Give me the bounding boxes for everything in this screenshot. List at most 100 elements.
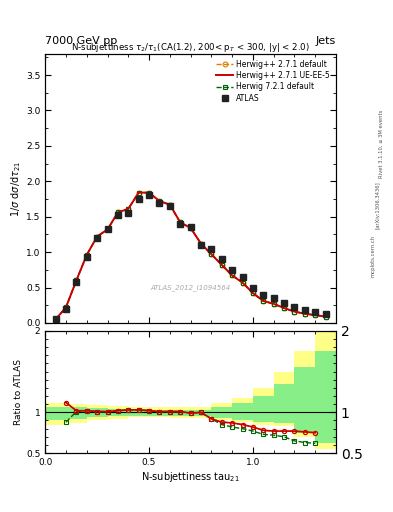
ATLAS <box>313 309 318 315</box>
ATLAS <box>198 242 203 248</box>
Text: Rivet 3.1.10, ≥ 3M events: Rivet 3.1.10, ≥ 3M events <box>379 109 384 178</box>
ATLAS <box>261 291 266 297</box>
Herwig 7.2.1 default <box>64 304 68 310</box>
Herwig++ 2.7.1 UE-EE-5 <box>53 316 58 323</box>
Herwig 7.2.1 default <box>126 206 130 212</box>
Herwig++ 2.7.1 default <box>53 316 58 323</box>
Herwig 7.2.1 default <box>136 189 141 196</box>
ATLAS <box>95 235 99 241</box>
Herwig++ 2.7.1 default <box>292 309 297 315</box>
Herwig 7.2.1 default <box>261 298 266 304</box>
Herwig++ 2.7.1 UE-EE-5 <box>282 305 286 311</box>
ATLAS <box>64 306 68 312</box>
ATLAS <box>303 307 307 313</box>
Herwig++ 2.7.1 default <box>126 206 130 212</box>
Herwig++ 2.7.1 default <box>116 209 120 216</box>
Herwig 7.2.1 default <box>303 311 307 317</box>
Herwig++ 2.7.1 UE-EE-5 <box>198 241 203 247</box>
Herwig++ 2.7.1 UE-EE-5 <box>74 278 79 284</box>
Herwig++ 2.7.1 UE-EE-5 <box>240 280 245 286</box>
Text: Jets: Jets <box>316 36 336 46</box>
Herwig 7.2.1 default <box>219 262 224 268</box>
Herwig++ 2.7.1 default <box>240 280 245 286</box>
Herwig++ 2.7.1 UE-EE-5 <box>230 272 235 279</box>
Herwig++ 2.7.1 UE-EE-5 <box>261 298 266 304</box>
ATLAS <box>147 193 151 199</box>
Herwig++ 2.7.1 UE-EE-5 <box>84 252 89 258</box>
Herwig++ 2.7.1 default <box>313 312 318 318</box>
Herwig++ 2.7.1 default <box>282 305 286 311</box>
ATLAS <box>323 311 328 317</box>
ATLAS <box>74 279 79 285</box>
Herwig++ 2.7.1 UE-EE-5 <box>303 311 307 317</box>
Herwig++ 2.7.1 default <box>136 189 141 196</box>
Herwig++ 2.7.1 UE-EE-5 <box>126 206 130 212</box>
Herwig 7.2.1 default <box>198 241 203 247</box>
Title: N-subjettiness $\tau_2/\tau_1$(CA(1.2), 200< p$_{T}$ < 300, |y| < 2.0): N-subjettiness $\tau_2/\tau_1$(CA(1.2), … <box>71 40 310 54</box>
Herwig++ 2.7.1 default <box>198 241 203 247</box>
Herwig 7.2.1 default <box>167 202 172 208</box>
ATLAS <box>292 304 297 310</box>
Herwig++ 2.7.1 UE-EE-5 <box>251 290 255 296</box>
X-axis label: N-subjettiness tau$_{21}$: N-subjettiness tau$_{21}$ <box>141 470 240 484</box>
Herwig++ 2.7.1 default <box>157 198 162 204</box>
ATLAS <box>178 221 183 227</box>
ATLAS <box>188 224 193 230</box>
Herwig++ 2.7.1 default <box>74 278 79 284</box>
Text: mcplots.cern.ch: mcplots.cern.ch <box>371 235 376 277</box>
Herwig 7.2.1 default <box>74 278 79 284</box>
Herwig++ 2.7.1 UE-EE-5 <box>178 219 183 225</box>
ATLAS <box>105 226 110 232</box>
Herwig++ 2.7.1 default <box>323 313 328 319</box>
Herwig++ 2.7.1 default <box>209 251 214 258</box>
Herwig++ 2.7.1 UE-EE-5 <box>147 189 151 196</box>
ATLAS <box>126 210 130 216</box>
ATLAS <box>230 267 235 273</box>
Herwig++ 2.7.1 default <box>251 290 255 296</box>
Herwig++ 2.7.1 default <box>303 311 307 317</box>
Herwig++ 2.7.1 default <box>230 272 235 279</box>
Herwig 7.2.1 default <box>178 219 183 225</box>
Y-axis label: Ratio to ATLAS: Ratio to ATLAS <box>14 359 23 425</box>
Herwig 7.2.1 default <box>105 226 110 232</box>
Herwig++ 2.7.1 default <box>261 298 266 304</box>
Line: ATLAS: ATLAS <box>53 193 329 322</box>
ATLAS <box>219 256 224 262</box>
Herwig 7.2.1 default <box>147 189 151 196</box>
ATLAS <box>84 254 89 260</box>
Herwig 7.2.1 default <box>292 309 297 315</box>
Herwig++ 2.7.1 default <box>219 262 224 268</box>
Herwig++ 2.7.1 UE-EE-5 <box>95 233 99 240</box>
ATLAS <box>167 203 172 209</box>
Herwig 7.2.1 default <box>323 313 328 319</box>
Herwig++ 2.7.1 UE-EE-5 <box>64 304 68 310</box>
Herwig 7.2.1 default <box>271 301 276 307</box>
Herwig 7.2.1 default <box>230 272 235 279</box>
Herwig++ 2.7.1 default <box>178 219 183 225</box>
Herwig++ 2.7.1 UE-EE-5 <box>105 226 110 232</box>
ATLAS <box>116 212 120 218</box>
ATLAS <box>271 295 276 301</box>
Herwig++ 2.7.1 default <box>188 225 193 231</box>
Line: Herwig 7.2.1 default: Herwig 7.2.1 default <box>53 190 328 322</box>
Herwig 7.2.1 default <box>53 316 58 323</box>
Herwig 7.2.1 default <box>251 290 255 296</box>
Legend: Herwig++ 2.7.1 default, Herwig++ 2.7.1 UE-EE-5, Herwig 7.2.1 default, ATLAS: Herwig++ 2.7.1 default, Herwig++ 2.7.1 U… <box>214 57 332 105</box>
ATLAS <box>240 274 245 280</box>
ATLAS <box>209 245 214 251</box>
Herwig++ 2.7.1 UE-EE-5 <box>219 262 224 268</box>
Herwig++ 2.7.1 UE-EE-5 <box>116 209 120 216</box>
Herwig++ 2.7.1 UE-EE-5 <box>292 309 297 315</box>
Herwig 7.2.1 default <box>95 233 99 240</box>
Text: 7000 GeV pp: 7000 GeV pp <box>45 36 118 46</box>
Herwig++ 2.7.1 default <box>167 202 172 208</box>
Text: ATLAS_2012_I1094564: ATLAS_2012_I1094564 <box>151 284 231 291</box>
Herwig 7.2.1 default <box>240 280 245 286</box>
Herwig++ 2.7.1 UE-EE-5 <box>157 198 162 204</box>
Herwig++ 2.7.1 UE-EE-5 <box>271 301 276 307</box>
Text: [arXiv:1306.3436]: [arXiv:1306.3436] <box>375 181 380 229</box>
Herwig++ 2.7.1 UE-EE-5 <box>209 251 214 258</box>
Herwig++ 2.7.1 default <box>95 233 99 240</box>
ATLAS <box>53 316 58 323</box>
Herwig++ 2.7.1 default <box>105 226 110 232</box>
